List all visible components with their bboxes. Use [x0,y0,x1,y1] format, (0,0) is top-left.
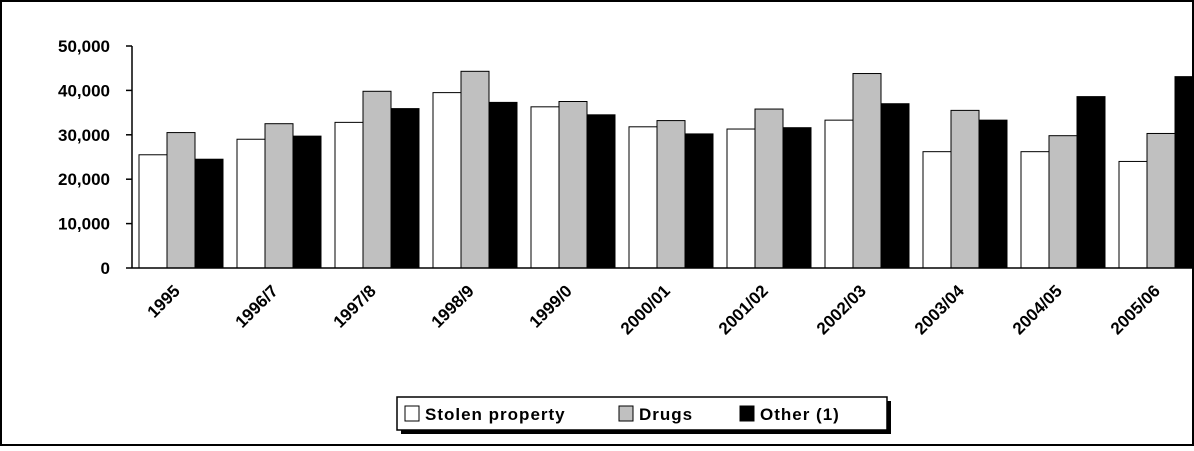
bar-other-1-8 [978,119,1008,269]
legend-label: Stolen property [425,405,566,424]
y-axis: 0 10,000 20,000 30,000 40,000 50,000 [58,37,133,278]
legend-swatch [618,405,634,422]
bar-drugs-6 [754,108,784,269]
bar-drugs-9 [1048,135,1078,269]
bar-drugs-4 [558,101,588,269]
bar-stolen-property-2 [334,121,364,269]
legend-swatch [404,405,420,422]
bar-drugs-10 [1146,132,1176,269]
y-tick-label: 50,000 [58,37,110,56]
bar-stolen-property-9 [1020,151,1050,269]
bar-drugs-2 [362,90,392,269]
bar-stolen-property-0 [138,154,168,269]
bar-other-1-5 [684,133,714,269]
bar-stolen-property-10 [1118,160,1148,269]
y-tick-label: 0 [101,259,110,278]
bar-stolen-property-4 [530,106,560,269]
bar-drugs-5 [656,120,686,269]
bar-other-1-7 [880,103,910,269]
legend-label: Drugs [639,405,693,424]
bar-other-1-4 [586,114,616,269]
y-tick-label: 10,000 [58,215,110,234]
legend-swatch [739,405,755,422]
bar-drugs-1 [264,123,294,269]
bar-drugs-3 [460,70,490,269]
bar-stolen-property-6 [726,128,756,269]
bar-other-1-10 [1174,76,1194,269]
legend-label: Other (1) [760,405,840,424]
bar-other-1-1 [292,135,322,269]
y-tick-label: 30,000 [58,126,110,145]
bar-other-1-3 [488,101,518,269]
y-tick-label: 40,000 [58,81,110,100]
bar-stolen-property-3 [432,92,462,269]
legend: Stolen property Drugs Other (1) [396,396,891,434]
bar-drugs-7 [852,73,882,269]
bar-stolen-property-5 [628,126,658,269]
bar-stolen-property-7 [824,119,854,269]
bar-other-1-2 [390,108,420,269]
bar-stolen-property-8 [922,151,952,269]
bar-other-1-9 [1076,96,1106,269]
bar-drugs-0 [166,132,196,269]
bars-group [138,70,1194,269]
legend-box [396,396,888,431]
bar-other-1-0 [194,158,224,269]
y-tick-label: 20,000 [58,170,110,189]
bar-stolen-property-1 [236,138,266,269]
bar-drugs-8 [950,109,980,269]
bar-other-1-6 [782,127,812,269]
